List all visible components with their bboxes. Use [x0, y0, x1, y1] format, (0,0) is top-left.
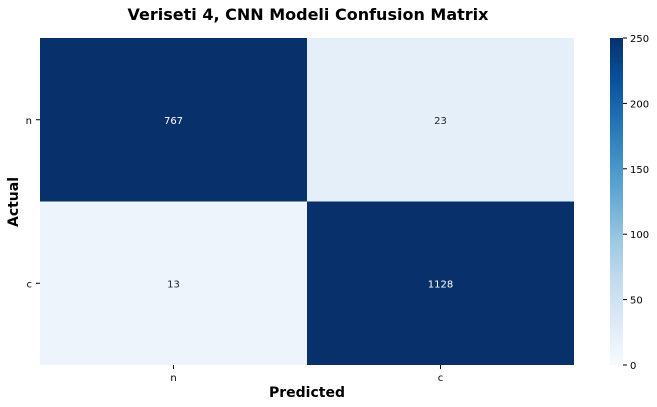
cell-value-label: 13 — [167, 279, 180, 290]
y-axis-ticks: nc — [26, 116, 40, 290]
colorbar-tick-label: 50 — [630, 296, 643, 307]
heatmap-cell — [40, 201, 307, 365]
colorbar — [610, 38, 623, 365]
heatmap-cell-labels: 767 23 13 1128 — [164, 116, 453, 291]
colorbar-ticks: 0 50 100 150 200 250 — [623, 34, 649, 372]
y-tick-label: n — [26, 116, 32, 127]
heatmap-cells — [40, 38, 574, 365]
y-axis-label: Actual — [6, 177, 22, 227]
heatmap-cell — [40, 38, 307, 202]
heatmap-cell — [307, 38, 574, 202]
heatmap-cell — [307, 201, 574, 365]
colorbar-tick-label: 0 — [630, 361, 636, 372]
x-tick-label: c — [438, 373, 444, 384]
colorbar-tick-label: 250 — [630, 34, 649, 45]
x-axis-label: Predicted — [269, 385, 345, 401]
chart-title: Veriseti 4, CNN Modeli Confusion Matrix — [128, 5, 490, 24]
colorbar-tick-label: 200 — [630, 99, 649, 110]
x-tick-label: n — [170, 373, 176, 384]
cell-value-label: 767 — [164, 116, 183, 127]
cell-value-label: 23 — [434, 116, 447, 127]
cell-value-label: 1128 — [428, 279, 453, 290]
colorbar-tick-label: 150 — [630, 165, 649, 176]
y-tick-label: c — [27, 279, 33, 290]
colorbar-tick-label: 100 — [630, 230, 649, 241]
